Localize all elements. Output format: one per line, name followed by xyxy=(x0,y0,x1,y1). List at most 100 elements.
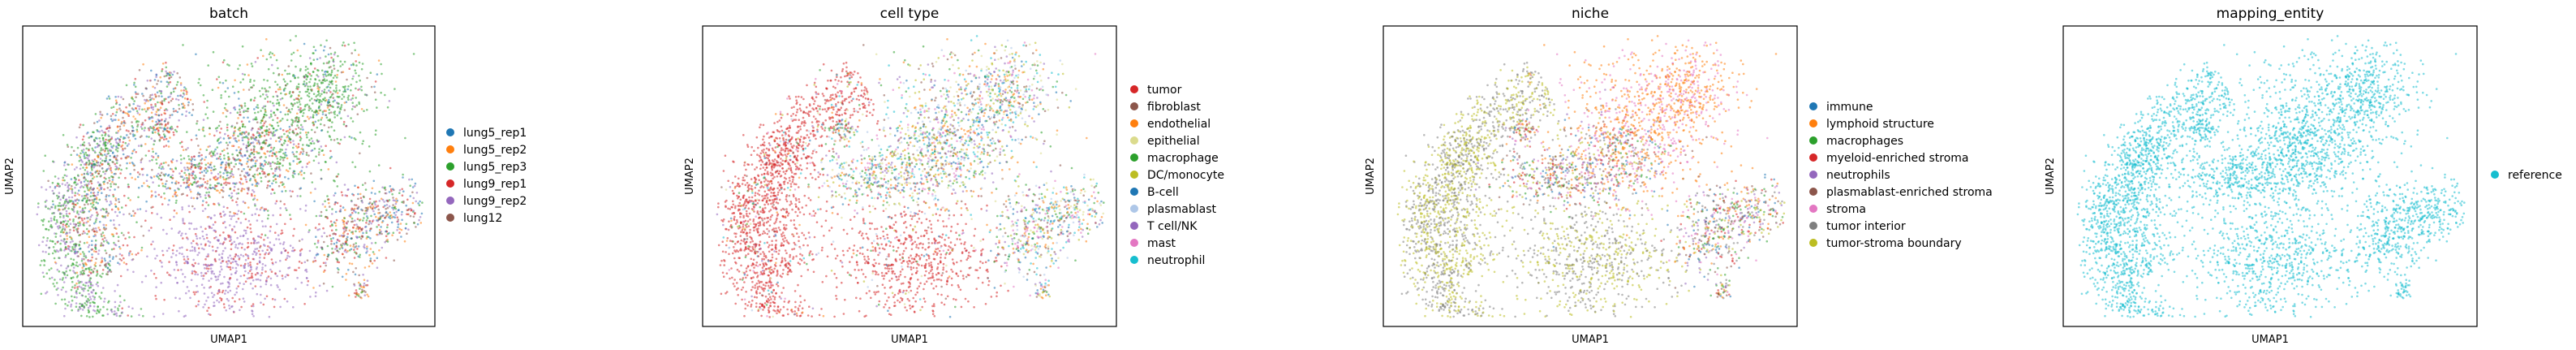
scatter-point xyxy=(114,168,117,171)
scatter-point xyxy=(91,205,93,208)
scatter-point xyxy=(82,135,85,138)
scatter-point xyxy=(286,83,289,85)
scatter-point xyxy=(354,69,357,72)
scatter-point xyxy=(114,227,118,231)
scatter-point xyxy=(154,195,157,198)
scatter-point xyxy=(106,266,110,270)
scatter-point xyxy=(211,89,214,91)
scatter-point xyxy=(162,228,165,231)
scatter-point xyxy=(286,119,289,122)
scatter-point xyxy=(203,263,205,266)
y-axis-label: UMAP2 xyxy=(4,158,16,195)
scatter-point xyxy=(154,105,157,107)
scatter-point xyxy=(297,173,300,175)
scatter-point xyxy=(263,115,265,118)
scatter-point xyxy=(235,122,239,124)
scatter-point xyxy=(337,271,340,274)
scatter-point xyxy=(80,303,84,306)
scatter-point xyxy=(75,275,79,279)
scatter-point xyxy=(264,175,267,178)
scatter-point xyxy=(123,136,127,140)
scatter-point xyxy=(83,176,85,179)
scatter-point xyxy=(334,210,338,214)
scatter-point xyxy=(351,97,354,100)
scatter-point xyxy=(329,136,332,138)
scatter-point xyxy=(231,261,234,264)
scatter-point xyxy=(217,157,220,160)
scatter-point xyxy=(350,262,354,266)
scatter-point xyxy=(298,95,300,97)
scatter-point xyxy=(37,202,40,205)
scatter-point xyxy=(154,96,157,98)
scatter-point xyxy=(67,207,70,210)
scatter-point xyxy=(384,93,386,97)
scatter-point xyxy=(196,273,199,276)
scatter-point xyxy=(72,220,75,223)
scatter-point xyxy=(151,120,154,123)
scatter-point xyxy=(235,149,238,152)
scatter-point xyxy=(365,231,368,235)
scatter-point xyxy=(381,198,385,201)
scatter-point xyxy=(83,242,86,244)
scatter-point xyxy=(142,235,145,237)
scatter-point xyxy=(183,258,186,261)
scatter-point xyxy=(371,220,374,223)
scatter-point xyxy=(178,141,182,145)
scatter-point xyxy=(102,181,105,184)
scatter-point xyxy=(240,105,243,108)
scatter-point xyxy=(311,110,314,112)
scatter-point xyxy=(756,210,759,213)
scatter-point xyxy=(156,213,159,215)
scatter-point xyxy=(67,189,70,192)
scatter-point xyxy=(262,165,264,167)
scatter-point xyxy=(110,168,112,171)
scatter-point xyxy=(171,97,174,101)
scatter-point xyxy=(243,212,246,215)
scatter-point xyxy=(379,215,382,218)
scatter-point xyxy=(107,212,110,215)
scatter-point xyxy=(292,146,295,149)
scatter-point xyxy=(345,222,348,224)
scatter-point xyxy=(210,171,213,175)
scatter-point xyxy=(127,113,130,116)
scatter-point xyxy=(259,164,262,167)
scatter-point xyxy=(279,127,282,130)
scatter-point xyxy=(299,54,302,58)
scatter-point xyxy=(272,214,274,217)
scatter-point xyxy=(266,101,269,103)
scatter-point xyxy=(269,241,272,244)
scatter-point xyxy=(276,274,279,278)
scatter-point xyxy=(260,180,263,183)
scatter-point xyxy=(166,188,168,190)
scatter-point xyxy=(178,252,181,255)
scatter-point xyxy=(128,103,131,106)
scatter-point xyxy=(214,127,217,130)
scatter-point xyxy=(364,188,368,191)
scatter-point xyxy=(357,212,360,214)
scatter-point xyxy=(205,201,208,204)
scatter-point xyxy=(293,227,295,231)
scatter-point xyxy=(761,259,763,262)
scatter-point xyxy=(166,232,168,235)
scatter-point xyxy=(256,292,259,296)
scatter-point xyxy=(217,124,221,127)
scatter-point xyxy=(259,166,262,170)
scatter-point xyxy=(206,106,209,109)
scatter-point xyxy=(78,285,81,288)
scatter-point xyxy=(105,97,109,100)
scatter-point xyxy=(754,192,757,194)
scatter-point xyxy=(361,63,364,65)
scatter-point xyxy=(284,175,286,179)
scatter-point xyxy=(159,106,162,109)
scatter-point xyxy=(751,299,754,302)
scatter-point xyxy=(776,309,779,311)
scatter-point xyxy=(235,182,238,184)
scatter-point xyxy=(362,195,365,198)
scatter-point xyxy=(722,223,725,227)
scatter-point xyxy=(302,144,304,146)
scatter-point xyxy=(157,129,160,132)
scatter-point xyxy=(188,227,191,231)
scatter-point xyxy=(218,258,221,261)
scatter-point xyxy=(279,98,282,101)
scatter-point xyxy=(82,151,84,153)
